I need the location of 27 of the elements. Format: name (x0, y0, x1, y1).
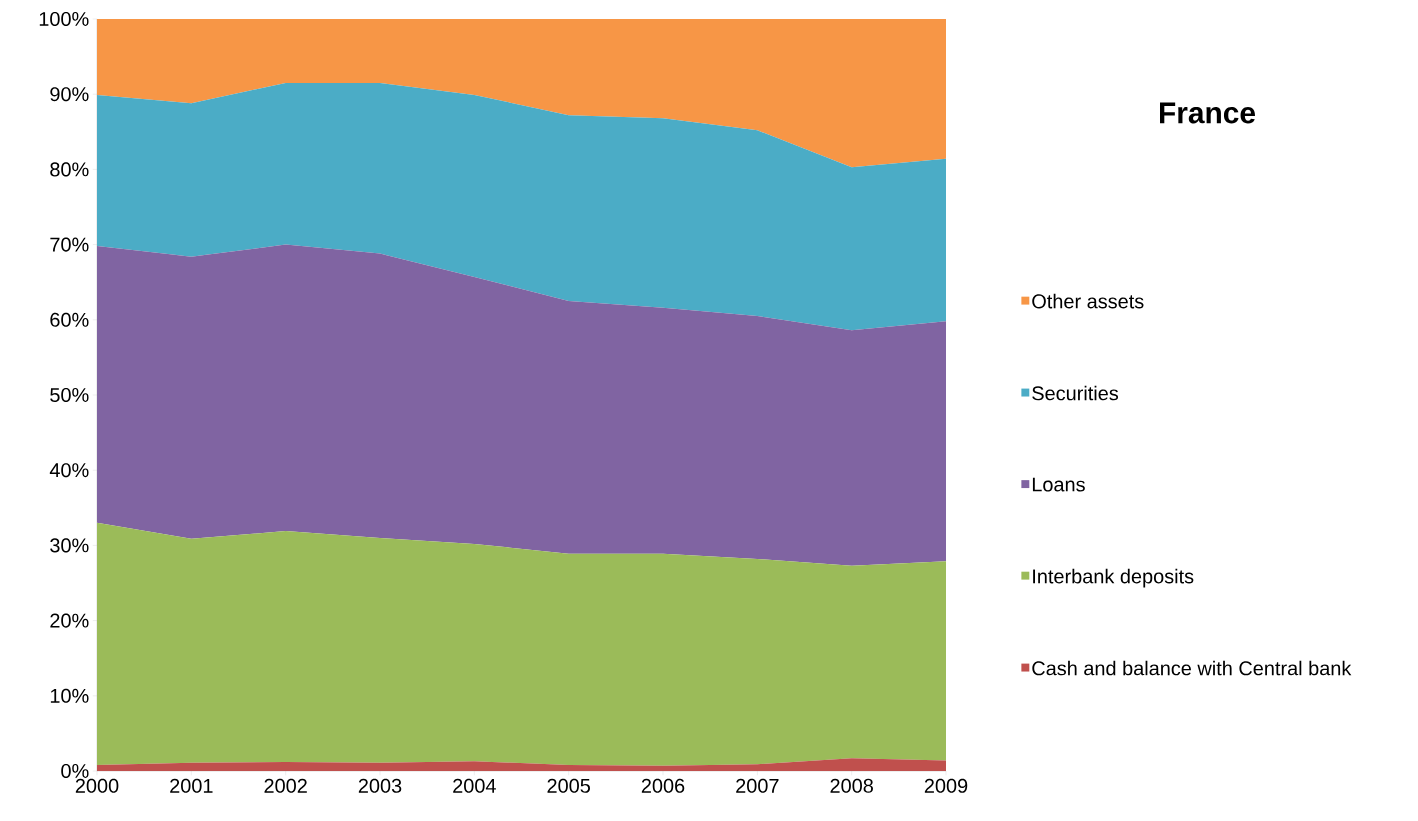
y-tick-label: 70% (50, 237, 89, 252)
x-tick-label: 2008 (830, 778, 873, 793)
legend-label: Loans (1032, 477, 1085, 492)
legend-label: Cash and balance with Central bank (1032, 660, 1352, 676)
x-tick-label: 2007 (736, 778, 779, 793)
x-tick-label: 2002 (264, 778, 307, 793)
x-tick-label: 2006 (641, 778, 685, 793)
y-tick-label: 50% (50, 387, 89, 403)
y-tick-label: 0% (61, 763, 89, 779)
y-tick-label: 100% (39, 11, 89, 27)
legend-label: Other assets (1032, 293, 1144, 309)
y-tick-label: 60% (50, 312, 89, 327)
legend-label: Interbank deposits (1033, 568, 1194, 588)
y-tick-label: 40% (49, 463, 89, 478)
legend-label: Securities (1032, 385, 1119, 401)
x-tick-label: 2009 (924, 778, 968, 793)
text: France (1160, 102, 1255, 124)
y-tick-label: 10% (50, 688, 89, 703)
y-tick-label: 80% (50, 162, 89, 177)
y-tick-label: 90% (50, 87, 89, 102)
y-tick-label: 20% (50, 613, 89, 628)
x-tick-label: 2001 (170, 778, 213, 793)
x-tick-label: 2003 (358, 778, 402, 793)
x-tick-label: 2004 (453, 778, 496, 793)
x-tick-label: 2000 (75, 778, 119, 793)
y-tick-label: 30% (50, 538, 89, 553)
x-tick-label: 2005 (547, 778, 590, 793)
